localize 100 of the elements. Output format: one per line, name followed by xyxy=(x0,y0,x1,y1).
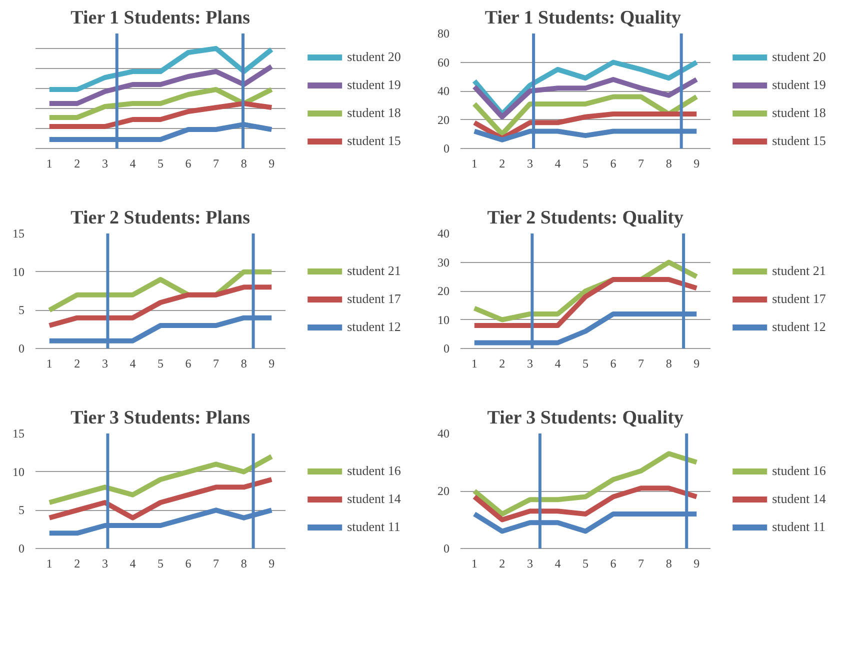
legend-label: student 17 xyxy=(772,291,826,307)
y-tick-label: 40 xyxy=(438,426,450,440)
legend-label: student 20 xyxy=(347,49,401,65)
chart-title: Tier 3 Students: Quality xyxy=(487,408,684,428)
chart-title: Tier 1 Students: Quality xyxy=(484,8,682,28)
legend-label: student 21 xyxy=(347,263,401,279)
x-tick-label: 7 xyxy=(213,156,220,170)
legend-label: student 16 xyxy=(772,463,826,479)
x-tick-label: 4 xyxy=(130,156,136,170)
y-tick-label: 15 xyxy=(12,426,24,440)
y-tick-label: 15 xyxy=(12,226,24,240)
x-tick-label: 7 xyxy=(213,556,220,570)
chart-title: Tier 3 Students: Plans xyxy=(70,408,250,428)
x-tick-label: 3 xyxy=(526,556,533,570)
legend-label: student 19 xyxy=(772,77,826,93)
y-tick-label: 5 xyxy=(18,503,24,518)
x-tick-label: 9 xyxy=(268,156,275,170)
x-tick-label: 5 xyxy=(582,556,588,570)
y-tick-label: 20 xyxy=(438,484,450,498)
y-tick-label: 40 xyxy=(438,84,450,98)
x-tick-label: 1 xyxy=(471,556,478,570)
x-tick-label: 4 xyxy=(130,556,136,570)
x-tick-label: 4 xyxy=(130,356,136,370)
x-tick-label: 6 xyxy=(610,156,616,170)
x-tick-label: 9 xyxy=(694,156,700,170)
x-tick-label: 5 xyxy=(158,556,164,570)
legend-label: student 19 xyxy=(347,77,401,93)
y-tick-label: 0 xyxy=(18,342,24,356)
y-tick-label: 30 xyxy=(438,255,450,270)
x-tick-label: 1 xyxy=(471,156,478,170)
y-tick-label: 10 xyxy=(12,464,24,479)
x-tick-label: 3 xyxy=(526,356,533,370)
x-tick-label: 5 xyxy=(582,156,588,170)
x-tick-label: 4 xyxy=(554,356,561,370)
legend-label: student 16 xyxy=(347,463,401,479)
x-tick-label: 2 xyxy=(499,156,506,170)
y-tick-label: 0 xyxy=(444,142,450,156)
x-tick-label: 9 xyxy=(268,556,275,570)
x-tick-label: 8 xyxy=(240,356,247,370)
x-tick-label: 7 xyxy=(638,156,644,170)
chart-title: Tier 1 Students: Plans xyxy=(70,8,250,28)
x-tick-label: 6 xyxy=(185,156,192,170)
y-tick-label: 0 xyxy=(18,542,24,556)
x-tick-label: 1 xyxy=(46,556,52,570)
x-tick-label: 2 xyxy=(499,356,506,370)
y-tick-label: 60 xyxy=(438,55,450,70)
legend-label: student 14 xyxy=(772,491,826,507)
x-tick-label: 8 xyxy=(666,356,672,370)
x-tick-label: 1 xyxy=(471,356,478,370)
x-tick-label: 8 xyxy=(240,556,247,570)
x-tick-label: 6 xyxy=(610,356,616,370)
x-tick-label: 6 xyxy=(610,556,616,570)
x-tick-label: 9 xyxy=(694,556,700,570)
y-tick-label: 10 xyxy=(438,312,450,327)
y-tick-label: 40 xyxy=(438,226,450,240)
x-tick-label: 1 xyxy=(46,356,52,370)
y-tick-label: 0 xyxy=(444,342,450,356)
x-tick-label: 1 xyxy=(46,156,52,170)
y-tick-label: 80 xyxy=(438,26,450,40)
legend-label: student 15 xyxy=(772,133,826,149)
chart-title: Tier 2 Students: Plans xyxy=(70,208,250,228)
x-tick-label: 5 xyxy=(582,356,588,370)
x-tick-label: 8 xyxy=(666,556,672,570)
x-tick-label: 2 xyxy=(74,556,80,570)
x-tick-label: 3 xyxy=(102,156,108,170)
x-tick-label: 4 xyxy=(554,156,561,170)
y-tick-label: 0 xyxy=(444,542,450,556)
x-tick-label: 3 xyxy=(526,156,533,170)
x-tick-label: 9 xyxy=(268,356,275,370)
legend-label: student 20 xyxy=(772,49,826,65)
y-tick-label: 10 xyxy=(12,264,24,279)
x-tick-label: 2 xyxy=(499,556,506,570)
x-tick-label: 9 xyxy=(694,356,700,370)
legend-label: student 15 xyxy=(347,133,401,149)
y-tick-label: 5 xyxy=(18,303,24,318)
legend-label: student 11 xyxy=(347,519,400,535)
legend-label: student 12 xyxy=(347,319,401,335)
legend-label: student 14 xyxy=(347,491,401,507)
x-tick-label: 5 xyxy=(158,156,164,170)
legend-label: student 18 xyxy=(347,105,401,121)
x-tick-label: 7 xyxy=(638,556,644,570)
x-tick-label: 3 xyxy=(102,556,108,570)
legend-label: student 18 xyxy=(772,105,826,121)
chart-title: Tier 2 Students: Quality xyxy=(487,208,684,228)
x-tick-label: 3 xyxy=(102,356,108,370)
x-tick-label: 5 xyxy=(158,356,164,370)
legend-label: student 17 xyxy=(347,291,401,307)
legend-label: student 21 xyxy=(772,263,826,279)
x-tick-label: 7 xyxy=(638,356,644,370)
y-tick-label: 20 xyxy=(438,112,450,127)
y-tick-label: 20 xyxy=(438,284,450,298)
legend-label: student 11 xyxy=(772,519,826,535)
x-tick-label: 2 xyxy=(74,356,80,370)
x-tick-label: 2 xyxy=(74,156,80,170)
x-tick-label: 6 xyxy=(185,356,192,370)
x-tick-label: 4 xyxy=(554,556,561,570)
x-tick-label: 6 xyxy=(185,556,192,570)
x-tick-label: 7 xyxy=(213,356,220,370)
legend-label: student 12 xyxy=(772,319,826,335)
x-tick-label: 8 xyxy=(666,156,672,170)
